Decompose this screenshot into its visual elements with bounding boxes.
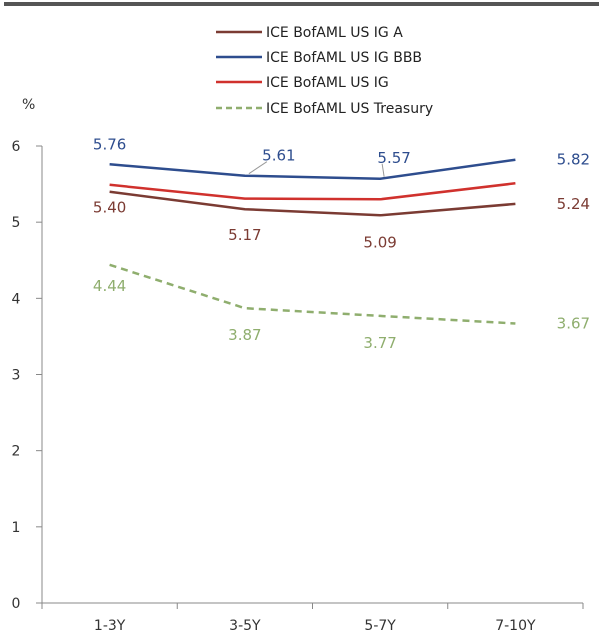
data-label-ice-bofaml-us-treasury-1-3y: 4.44	[93, 277, 126, 295]
series-line-ice-bofaml-us-treasury	[109, 263, 516, 325]
data-label-ice-bofaml-us-treasury-7-10y: 3.67	[557, 314, 590, 332]
x-tick-label: 5-7Y	[364, 618, 396, 634]
x-tick-label: 1-3Y	[94, 618, 126, 634]
y-tick-label: 4	[12, 291, 21, 307]
data-label-ice-bofaml-us-ig-bbb-7-10y: 5.82	[557, 151, 590, 169]
series-line-ice-bofaml-us-ig	[109, 182, 516, 201]
y-tick-label: 3	[12, 368, 21, 384]
data-label-ice-bofaml-us-treasury-5-7y: 3.77	[363, 334, 396, 352]
axes: 0 1 2 3 4 5 6 1-3Y 3-5Y 5-7Y 7-10Y	[12, 139, 584, 634]
leader-line	[248, 161, 268, 175]
data-label-ice-bofaml-us-ig-bbb-5-7y: 5.57	[377, 149, 410, 167]
legend-label-ice-bofaml-us-treasury: ICE BofAML US Treasury	[266, 101, 433, 117]
legend-label-ice-bofaml-us-ig-bbb: ICE BofAML US IG BBB	[266, 50, 422, 66]
data-labels: 5.40 5.17 5.09 5.24 5.76 5.61 5.57 5.82 4.44 3.87…	[93, 135, 590, 352]
x-tick-label: 7-10Y	[495, 618, 536, 634]
y-tick-label: 1	[12, 520, 21, 536]
y-tick-label: 6	[12, 139, 21, 155]
data-label-ice-bofaml-us-ig-bbb-1-3y: 5.76	[93, 135, 126, 153]
legend-label-ice-bofaml-us-ig-a: ICE BofAML US IG A	[266, 25, 403, 41]
data-label-ice-bofaml-us-treasury-3-5y: 3.87	[228, 326, 261, 344]
data-label-ice-bofaml-us-ig-a-7-10y: 5.24	[557, 195, 590, 213]
data-label-ice-bofaml-us-ig-bbb-3-5y: 5.61	[262, 147, 295, 165]
data-label-ice-bofaml-us-ig-a-3-5y: 5.17	[228, 226, 261, 244]
x-tick-label: 3-5Y	[229, 618, 261, 634]
series-line-ice-bofaml-us-ig-a	[109, 190, 516, 217]
data-label-ice-bofaml-us-ig-a-1-3y: 5.40	[93, 199, 126, 217]
y-tick-label: 0	[12, 596, 21, 612]
legend-label-ice-bofaml-us-ig: ICE BofAML US IG	[266, 75, 389, 91]
series-line-ice-bofaml-us-ig-bbb	[109, 158, 516, 181]
y-axis-unit-label: %	[22, 97, 35, 113]
y-tick-label: 2	[12, 444, 21, 460]
series-group	[109, 158, 516, 325]
data-label-ice-bofaml-us-ig-a-5-7y: 5.09	[363, 233, 396, 251]
y-tick-label: 5	[12, 215, 21, 231]
leader-line	[381, 163, 385, 177]
legend: ICE BofAML US IG A ICE BofAML US IG BBB IC…	[216, 25, 433, 117]
